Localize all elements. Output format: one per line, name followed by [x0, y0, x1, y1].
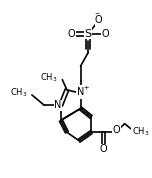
Text: CH$_3$: CH$_3$ — [10, 87, 27, 100]
Text: O: O — [101, 29, 109, 39]
Text: $^{-}$: $^{-}$ — [94, 10, 100, 19]
Text: O: O — [68, 29, 75, 39]
Text: CH$_3$: CH$_3$ — [40, 72, 58, 84]
Text: N: N — [54, 100, 61, 110]
Text: S: S — [85, 29, 92, 39]
Text: O: O — [100, 144, 107, 154]
Text: O: O — [95, 15, 103, 25]
Text: N$^{+}$: N$^{+}$ — [76, 85, 91, 98]
Text: CH$_3$: CH$_3$ — [132, 125, 149, 138]
Text: O: O — [112, 125, 120, 135]
